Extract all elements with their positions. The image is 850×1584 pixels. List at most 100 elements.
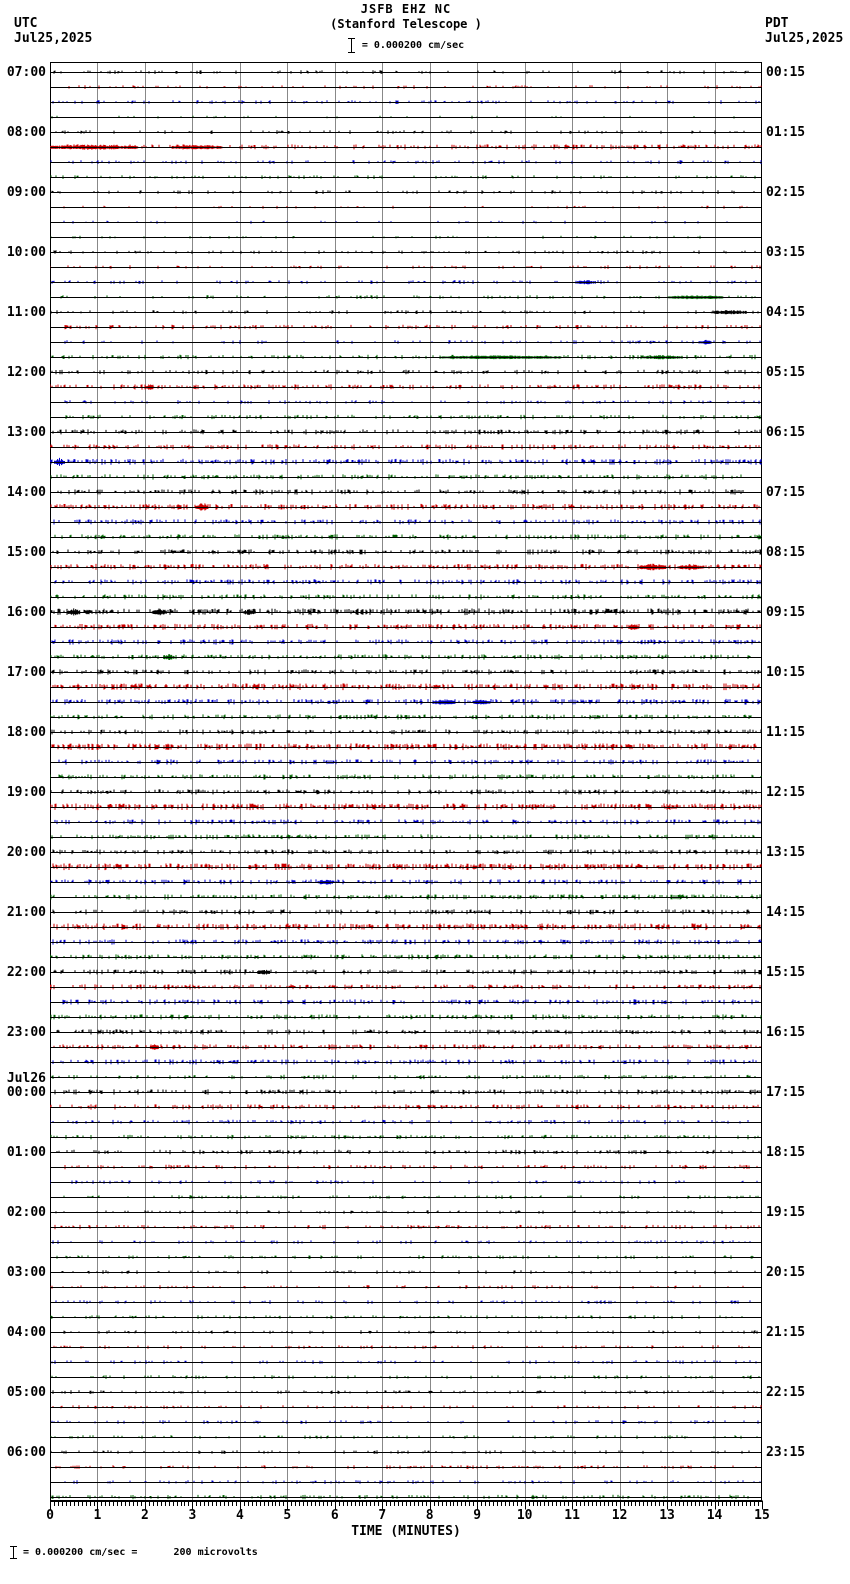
- utc-hour-label: 03:00: [6, 1264, 46, 1280]
- x-axis-label: TIME (MINUTES): [351, 1524, 461, 1539]
- footer-scale-bar-icon: [10, 1546, 17, 1559]
- trace-noise-black: [53, 250, 756, 254]
- utc-tz-label: UTC: [14, 16, 38, 31]
- pdt-hour-label: 23:15: [766, 1444, 806, 1460]
- trace-noise-red: [50, 984, 761, 990]
- trace-noise-red: [55, 1465, 757, 1469]
- trace-noise-green: [50, 295, 756, 300]
- trace-noise-green: [51, 1494, 749, 1500]
- pdt-hour-label: 09:15: [766, 604, 806, 620]
- trace-noise-red: [50, 144, 762, 150]
- trace-noise-blue: [51, 1360, 757, 1364]
- trace-noise-blue: [51, 639, 760, 645]
- pdt-hour-label: 02:15: [766, 184, 806, 200]
- utc-hour-label: 16:00: [6, 604, 46, 620]
- trace-noise-red: [50, 803, 762, 811]
- x-axis-ticks: [50, 1500, 763, 1510]
- utc-hour-label: 12:00: [6, 364, 46, 380]
- trace-noise-green: [51, 115, 735, 119]
- pdt-date: Jul25,2025: [765, 31, 844, 46]
- trace-noise-red: [50, 1104, 759, 1110]
- pdt-hour-label: 16:15: [766, 1024, 806, 1040]
- trace-noise-blue: [52, 1240, 751, 1244]
- trace-noise-red: [52, 863, 762, 871]
- plot-border: [50, 62, 762, 1502]
- footer-scale-note: = 0.000200 cm/sec = 200 microvolts: [10, 1546, 258, 1559]
- pdt-hour-label: 22:15: [766, 1384, 806, 1400]
- trace-noise-black: [52, 429, 761, 435]
- trace-noise-blue: [54, 579, 761, 585]
- trace-noise-blue: [50, 939, 762, 945]
- trace-noise-red: [50, 384, 760, 390]
- trace-noise-red: [54, 1224, 760, 1230]
- trace-noise-blue: [64, 339, 761, 345]
- pdt-hour-label: 07:15: [766, 484, 806, 500]
- utc-hour-label: 07:00: [6, 64, 46, 80]
- utc-hour-label: 06:00: [6, 1444, 46, 1460]
- trace-noise-green: [51, 1375, 760, 1379]
- trace-noise-red: [53, 1044, 761, 1050]
- pdt-hour-label: 17:15: [766, 1084, 806, 1100]
- trace-noise-black: [52, 849, 762, 855]
- pdt-tz-label: PDT: [765, 16, 789, 31]
- pdt-hour-label: 15:15: [766, 964, 806, 980]
- trace-noise-black: [57, 489, 744, 495]
- pdt-hour-label: 11:15: [766, 724, 806, 740]
- trace-noise-black: [50, 1089, 761, 1095]
- trace-noise-green: [50, 954, 760, 960]
- trace-noise-red: [54, 623, 761, 630]
- trace-noise-red: [64, 1164, 758, 1170]
- utc-hour-label: 22:00: [6, 964, 46, 980]
- trace-noise-red: [50, 923, 761, 931]
- trace-noise-blue: [64, 400, 760, 404]
- trace-noise-blue: [63, 220, 728, 224]
- trace-noise-black: [55, 1210, 752, 1214]
- x-axis-tick-label: 7: [378, 1508, 387, 1523]
- x-axis-tick-label: 13: [659, 1508, 675, 1523]
- x-axis-tick-label: 2: [141, 1508, 149, 1523]
- trace-noise-green: [50, 714, 752, 720]
- utc-hour-label: 19:00: [6, 784, 46, 800]
- trace-noise-blue: [50, 457, 762, 466]
- utc-date: Jul25,2025: [14, 31, 93, 46]
- x-axis-tick-label: 12: [611, 1508, 628, 1523]
- scale-text: = 0.000200 cm/sec: [361, 40, 465, 51]
- trace-noise-red: [51, 743, 757, 751]
- trace-noise-green: [50, 1014, 762, 1020]
- x-axis-tick-label: 8: [425, 1508, 434, 1523]
- trace-noise-black: [56, 1029, 762, 1035]
- utc-hour-label: 01:00: [6, 1144, 46, 1160]
- x-axis-tick-label: 3: [188, 1508, 197, 1523]
- x-axis-tick-label: 11: [564, 1508, 580, 1523]
- utc-hour-label: 04:00: [6, 1324, 46, 1340]
- scale-bar-icon: [347, 38, 355, 53]
- trace-noise-green: [51, 834, 755, 840]
- utc-hour-label: 20:00: [6, 844, 46, 860]
- trace-noise-blue: [53, 519, 761, 525]
- utc-hour-label: 10:00: [6, 244, 46, 260]
- trace-noise-green: [50, 414, 761, 420]
- utc-date-rollover-label: Jul26: [6, 1070, 46, 1086]
- trace-noise-green: [50, 1315, 743, 1319]
- trace-noise-black: [51, 190, 755, 194]
- trace-noise-green: [50, 474, 742, 480]
- x-axis-tick-label: 1: [93, 1508, 102, 1523]
- utc-hour-label: 14:00: [6, 484, 46, 500]
- pdt-hour-label: 21:15: [766, 1324, 806, 1340]
- trace-noise-red: [53, 1345, 750, 1349]
- trace-noise-blue: [51, 1420, 759, 1424]
- pdt-hour-label: 00:15: [766, 64, 806, 80]
- trace-noise-blue: [55, 1300, 751, 1304]
- pdt-hour-label: 03:15: [766, 244, 806, 260]
- page-subtitle: (Stanford Telescope ): [330, 17, 482, 31]
- x-axis-tick-label: 4: [235, 1508, 244, 1523]
- trace-noise-red: [50, 265, 761, 269]
- trace-noise-blue: [50, 1119, 749, 1125]
- x-axis-tick-label: 5: [283, 1508, 292, 1523]
- trace-noise-blue: [52, 100, 760, 104]
- trace-noise-blue: [50, 698, 761, 705]
- utc-hour-label: 18:00: [6, 724, 46, 740]
- trace-noise-red: [50, 444, 760, 450]
- footer-text: = 0.000200 cm/sec = 200 microvolts: [23, 1547, 258, 1558]
- trace-noise-green: [51, 1074, 756, 1080]
